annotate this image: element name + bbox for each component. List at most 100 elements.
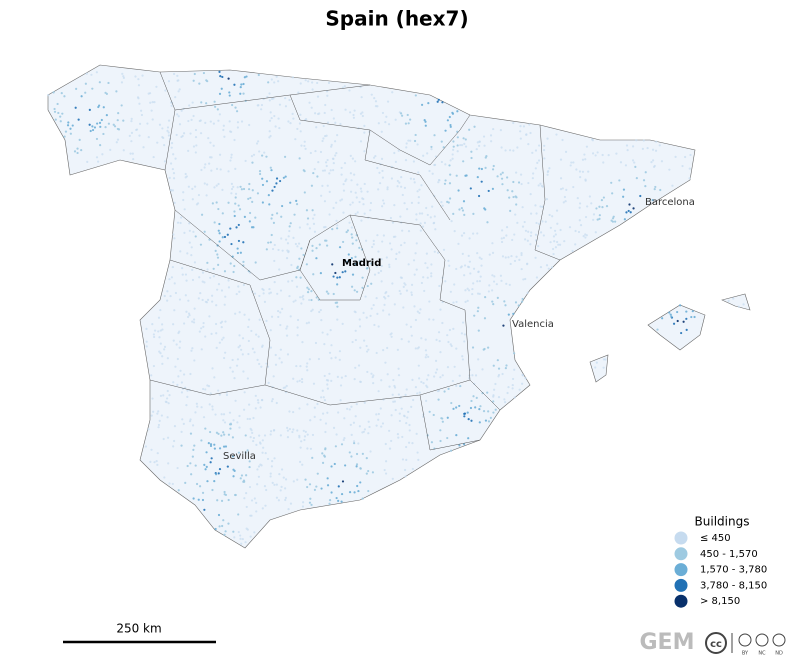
- density-dot: [145, 327, 148, 330]
- density-dot: [480, 264, 483, 267]
- density-dot: [223, 270, 227, 273]
- density-dot: [568, 226, 572, 229]
- density-dot: [328, 351, 332, 354]
- density-dot: [432, 413, 435, 417]
- density-dot: [184, 172, 187, 176]
- density-dot: [161, 323, 164, 326]
- density-dot: [509, 262, 512, 266]
- density-dot: [381, 240, 384, 243]
- density-dot: [377, 412, 380, 416]
- density-dot: [421, 225, 425, 228]
- density-dot: [130, 140, 133, 143]
- density-dot: [341, 480, 345, 483]
- density-dot: [559, 188, 563, 191]
- density-dot: [167, 131, 170, 134]
- density-dot: [361, 114, 364, 118]
- density-dot: [732, 297, 735, 300]
- density-dot: [564, 150, 568, 153]
- density-dot: [451, 112, 455, 115]
- density-dot: [478, 167, 481, 170]
- density-dot: [268, 287, 271, 291]
- density-dot: [480, 257, 483, 260]
- density-dot: [281, 307, 284, 311]
- density-dot: [122, 119, 125, 122]
- density-dot: [162, 394, 165, 397]
- density-dot: [438, 340, 441, 343]
- density-dot: [592, 218, 595, 221]
- density-dot: [185, 310, 188, 313]
- density-dot: [339, 399, 342, 402]
- density-dot: [217, 182, 220, 186]
- density-dot: [401, 114, 404, 117]
- density-dot: [311, 88, 314, 91]
- density-dot: [354, 160, 357, 163]
- density-dot: [327, 81, 331, 84]
- density-dot: [319, 308, 322, 312]
- density-dot: [506, 189, 509, 192]
- density-dot: [370, 372, 373, 375]
- density-dot: [375, 424, 378, 427]
- density-dot: [203, 182, 206, 185]
- legend-label: 1,570 - 3,780: [700, 565, 767, 576]
- density-dot: [378, 171, 381, 174]
- density-dot: [99, 125, 102, 128]
- density-dot: [604, 358, 607, 361]
- by-icon: [738, 633, 752, 647]
- density-dot: [242, 370, 245, 373]
- density-dot: [105, 114, 108, 117]
- density-dot: [436, 100, 439, 103]
- density-dot: [441, 374, 444, 377]
- density-dot: [491, 187, 494, 190]
- density-dot: [186, 389, 189, 392]
- density-dot: [206, 268, 209, 271]
- density-dot: [476, 292, 480, 295]
- density-dot: [374, 154, 377, 158]
- density-dot: [452, 145, 455, 148]
- density-dot: [348, 408, 351, 411]
- density-dot: [224, 445, 228, 448]
- density-dot: [451, 157, 454, 160]
- density-dot: [277, 309, 280, 313]
- density-dot: [394, 160, 397, 163]
- density-dot: [373, 97, 376, 100]
- density-dot: [519, 125, 522, 128]
- density-dot: [260, 103, 264, 107]
- density-dot: [212, 275, 215, 278]
- density-dot: [327, 379, 330, 382]
- density-dot: [511, 190, 514, 193]
- density-dot: [439, 351, 442, 354]
- density-dot: [209, 430, 212, 434]
- density-dot: [448, 328, 452, 332]
- density-dot: [438, 284, 441, 288]
- density-dot: [163, 348, 166, 351]
- density-dot: [269, 111, 272, 114]
- density-dot: [303, 438, 306, 442]
- density-dot: [462, 200, 466, 203]
- density-dot: [192, 497, 195, 500]
- density-dot: [216, 288, 219, 291]
- density-dot: [492, 395, 495, 398]
- density-dot: [190, 246, 193, 249]
- density-dot: [63, 135, 66, 138]
- density-dot: [263, 300, 267, 303]
- density-dot: [279, 434, 282, 437]
- density-dot: [175, 343, 178, 346]
- density-dot: [183, 208, 186, 211]
- density-dot: [424, 120, 427, 123]
- density-dot: [309, 497, 312, 500]
- density-dot: [192, 79, 195, 82]
- density-dot: [539, 182, 542, 185]
- density-dot: [455, 384, 458, 387]
- density-dot: [161, 355, 164, 358]
- density-dot: [388, 313, 391, 316]
- density-dot: [410, 293, 413, 296]
- density-dot: [688, 177, 691, 180]
- density-dot: [425, 384, 428, 387]
- density-dot: [493, 388, 496, 391]
- density-dot: [261, 177, 264, 180]
- density-dot: [325, 161, 328, 164]
- density-dot: [272, 375, 275, 378]
- density-dot: [425, 206, 428, 210]
- density-dot: [253, 531, 256, 534]
- density-dot: [288, 410, 291, 413]
